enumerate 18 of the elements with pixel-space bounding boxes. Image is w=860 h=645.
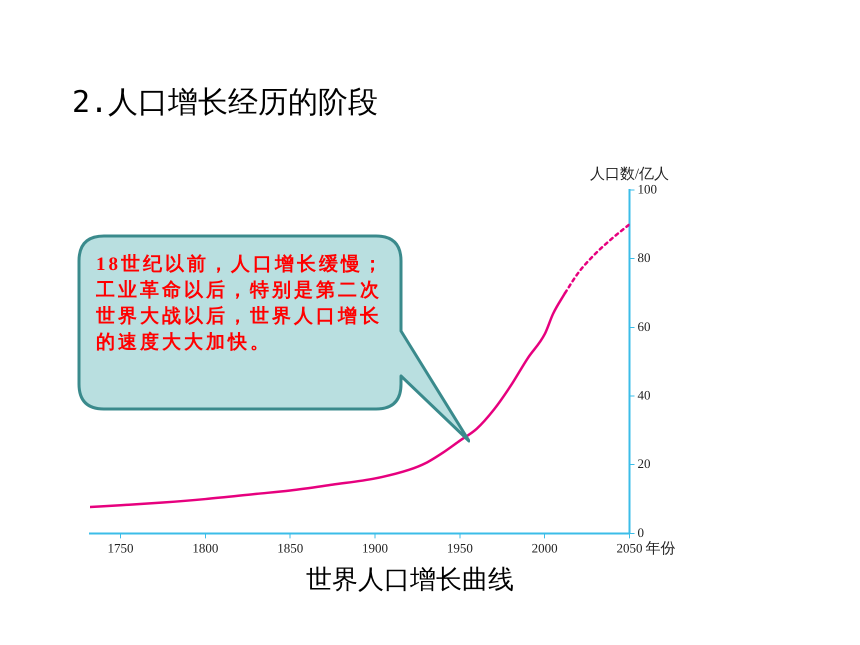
- x-tick-label: 1850: [277, 540, 304, 556]
- x-tick-label: 1950: [446, 540, 473, 556]
- y-tick-label: 0: [638, 524, 644, 540]
- y-tick-label: 100: [638, 181, 657, 196]
- text: 世界人口增长曲线: [305, 564, 515, 596]
- y-tick-label: 80: [638, 250, 650, 266]
- x-tick-label: 2050: [616, 540, 642, 556]
- annotation: 18世纪以前，人口增长缓慢；工业革命以后，特别是第二次世界大战以后，世界人口增长的速度大大加快。: [96, 253, 386, 355]
- y-axis-title: 人口数/亿人: [590, 166, 670, 182]
- y-tick-label: 20: [638, 456, 650, 472]
- x-axis-title: 年份: [646, 540, 676, 557]
- x-tick-label: 1750: [108, 540, 134, 556]
- x-tick-label: 2000: [532, 540, 558, 556]
- chart-title: 2.人口增长经历的阶段: [72, 84, 378, 122]
- x-tick-label: 1900: [362, 540, 388, 556]
- x-tick-label: 1800: [192, 540, 218, 556]
- y-tick-label: 60: [638, 318, 650, 334]
- y-tick-label: 40: [638, 387, 650, 402]
